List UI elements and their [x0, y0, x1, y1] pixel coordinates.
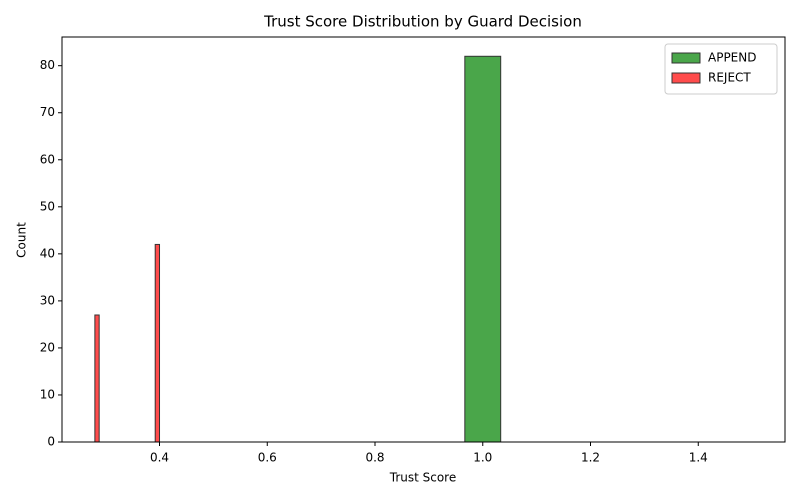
- x-tick-label: 0.8: [365, 451, 384, 465]
- legend-label: REJECT: [708, 71, 751, 85]
- y-tick-label: 50: [40, 199, 55, 213]
- x-tick-label: 1.4: [689, 451, 708, 465]
- y-tick-label: 10: [40, 387, 55, 401]
- histogram-bar: [154, 243, 161, 443]
- y-tick-label: 70: [40, 105, 55, 119]
- histogram-bar: [94, 314, 100, 443]
- x-tick-label: 0.4: [150, 451, 169, 465]
- legend-swatch: [671, 52, 701, 64]
- histogram-bar: [464, 55, 502, 443]
- y-tick-label: 30: [40, 293, 55, 307]
- y-tick-label: 60: [40, 152, 55, 166]
- chart-title: Trust Score Distribution by Guard Decisi…: [263, 13, 582, 31]
- y-tick-label: 80: [40, 58, 55, 72]
- y-axis-label: Count: [15, 222, 29, 258]
- x-tick-label: 1.0: [473, 451, 492, 465]
- y-tick-label: 40: [40, 246, 55, 260]
- y-tick-label: 20: [40, 340, 55, 354]
- legend-swatch: [671, 72, 701, 84]
- x-tick-label: 1.2: [581, 451, 600, 465]
- x-axis-label: Trust Score: [389, 471, 457, 485]
- plot-frame: [61, 36, 786, 443]
- legend-label: APPEND: [708, 51, 756, 65]
- y-tick-label: 0: [47, 435, 55, 449]
- x-tick-label: 0.6: [258, 451, 277, 465]
